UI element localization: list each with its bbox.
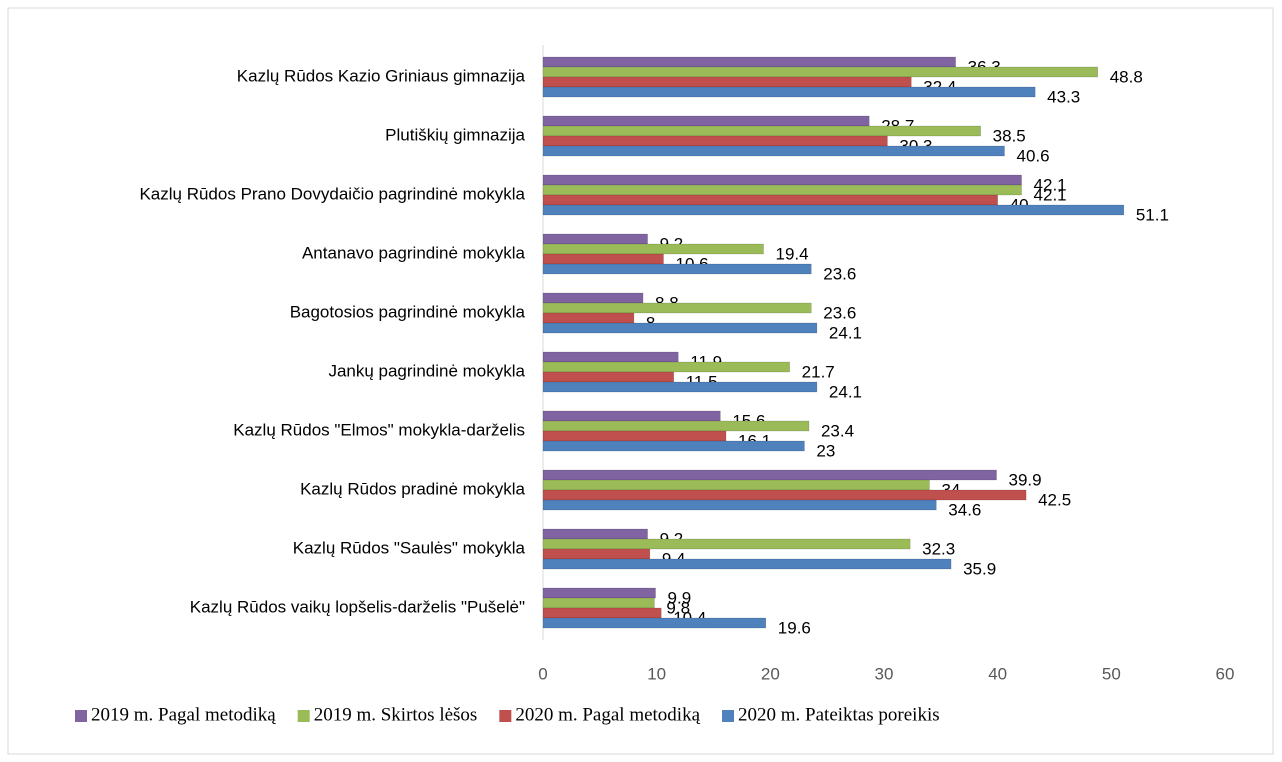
bar [542, 430, 727, 442]
y-tick-label: Kazlų Rūdos "Elmos" mokykla-darželis [233, 420, 525, 439]
bar [542, 322, 818, 334]
bar [542, 263, 812, 275]
bar [542, 115, 870, 127]
bar [542, 469, 997, 481]
chart-frame [7, 7, 1274, 755]
bar [542, 86, 1036, 98]
y-tick-label: Kazlų Rūdos Prano Dovydaičio pagrindinė … [139, 184, 525, 203]
legend-label: 2019 m. Skirtos lėšos [314, 704, 478, 725]
data-label: 19.4 [776, 244, 809, 263]
bar [542, 597, 655, 609]
data-label: 39.9 [1009, 470, 1042, 489]
data-label: 48.8 [1110, 67, 1143, 86]
bar [542, 558, 952, 570]
y-tick-label: Plutiškių gimnazija [385, 125, 525, 144]
bar [542, 184, 1022, 196]
data-label: 8 [646, 313, 655, 332]
bar [542, 371, 674, 383]
data-label: 9.9 [668, 588, 692, 607]
legend-label: 2020 m. Pateiktas poreikis [738, 704, 940, 725]
y-tick-label: Kazlų Rūdos vaikų lopšelis-darželis "Puš… [190, 597, 525, 616]
bar [542, 56, 956, 68]
x-tick-label: 20 [761, 664, 780, 683]
data-label: 35.9 [963, 559, 996, 578]
bar [542, 292, 644, 304]
data-label: 24.1 [829, 323, 862, 342]
data-label: 34.6 [948, 500, 981, 519]
bar [542, 440, 805, 452]
bar [542, 361, 790, 373]
legend-swatch [75, 710, 87, 722]
bar [542, 381, 818, 393]
bar [542, 548, 651, 560]
bar [542, 489, 1027, 501]
data-label: 23 [816, 441, 835, 460]
bar [542, 145, 1005, 157]
bar [542, 66, 1098, 78]
bar [542, 587, 656, 599]
y-tick-label: Antanavo pagrindinė mokykla [302, 243, 526, 262]
bar [542, 499, 937, 511]
data-label: 38.5 [993, 126, 1026, 145]
data-label: 24.1 [829, 382, 862, 401]
bar [542, 538, 911, 550]
legend-swatch [297, 710, 310, 722]
bar [542, 135, 888, 147]
bar [542, 125, 981, 137]
data-label: 40.6 [1016, 146, 1049, 165]
data-label: 42.5 [1038, 490, 1071, 509]
data-label: 51.1 [1136, 205, 1169, 224]
bar [542, 174, 1022, 186]
legend-swatch [722, 710, 735, 722]
bar [542, 76, 912, 88]
y-tick-label: Bagotosios pagrindinė mokykla [290, 302, 526, 321]
y-tick-label: Kazlų Rūdos Kazio Griniaus gimnazija [237, 66, 526, 85]
y-tick-label: Jankų pagrindinė mokykla [328, 361, 525, 380]
bar [542, 607, 662, 619]
x-tick-label: 30 [875, 664, 894, 683]
bar [542, 410, 721, 422]
legend-swatch [499, 710, 512, 722]
x-tick-label: 40 [988, 664, 1007, 683]
x-tick-label: 60 [1216, 664, 1235, 683]
bar [542, 302, 812, 314]
bar [542, 312, 635, 324]
legend-label: 2019 m. Pagal metodiką [91, 704, 276, 725]
bar [542, 243, 764, 255]
data-label: 23.6 [823, 264, 856, 283]
x-tick-label: 0 [538, 664, 547, 683]
data-label: 21.7 [802, 362, 835, 381]
data-label: 42.1 [1034, 185, 1067, 204]
data-label: 9.8 [666, 598, 690, 617]
bar [542, 194, 998, 206]
bar [542, 253, 664, 265]
data-label: 43.3 [1047, 87, 1080, 106]
bar [542, 479, 930, 491]
bar [542, 351, 679, 363]
y-tick-label: Kazlų Rūdos "Saulės" mokykla [293, 538, 526, 557]
bar [542, 233, 648, 245]
data-label: 19.6 [778, 618, 811, 637]
data-label: 42.1 [1034, 175, 1067, 194]
x-tick-label: 50 [1102, 664, 1121, 683]
bar [542, 204, 1125, 216]
y-tick-label: Kazlų Rūdos pradinė mokykla [300, 479, 525, 498]
bar [542, 617, 767, 629]
data-label: 23.6 [823, 303, 856, 322]
x-tick-label: 10 [647, 664, 666, 683]
data-label: 32.3 [922, 539, 955, 558]
legend-label: 2020 m. Pagal metodiką [515, 704, 700, 725]
bar [542, 528, 648, 540]
bar [542, 420, 810, 432]
data-label: 23.4 [821, 421, 854, 440]
